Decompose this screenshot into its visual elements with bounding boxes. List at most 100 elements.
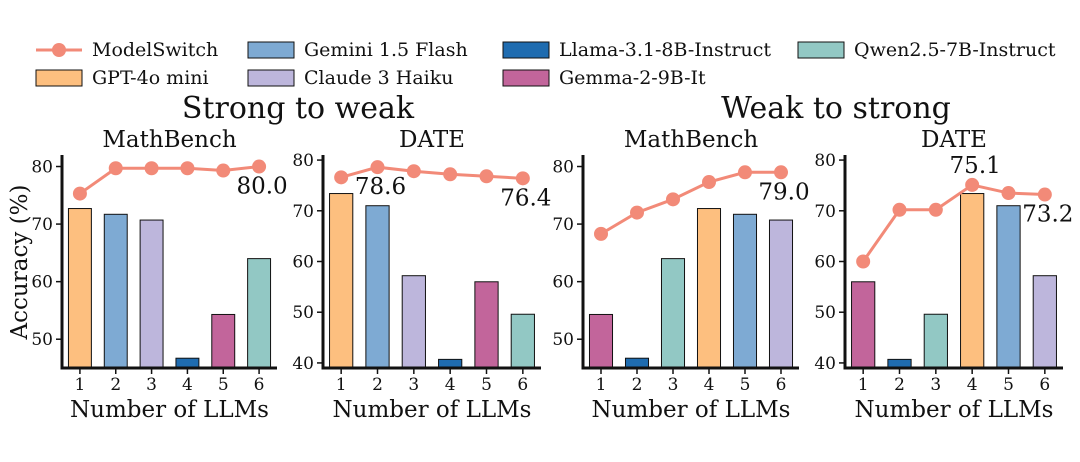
- line-point: [252, 159, 267, 174]
- y-tick-label: 50: [31, 330, 53, 350]
- data-label: 76.4: [500, 185, 551, 211]
- x-tick-label: 4: [445, 375, 456, 395]
- line-point: [774, 165, 788, 180]
- line-point: [334, 170, 349, 185]
- data-label: 78.6: [355, 174, 406, 200]
- panel-title: DATE: [921, 127, 987, 153]
- x-tick-label: 6: [1039, 375, 1050, 395]
- bar-claude-3-haiku: [139, 219, 164, 369]
- bar-gpt-4o-mini: [67, 208, 92, 369]
- line-point: [928, 202, 943, 217]
- legend-item-gemma-2-9b-it: Gemma-2-9B-It: [502, 67, 706, 89]
- y-tick-label: 60: [31, 273, 53, 293]
- legend-item-llama-3-1-8b-instruct: Llama-3.1-8B-Instruct: [502, 39, 771, 61]
- x-tick-label: 1: [596, 375, 607, 395]
- bar-claude-3-haiku: [1032, 275, 1057, 369]
- legend-label: Qwen2.5-7B-Instruct: [854, 39, 1056, 61]
- y-tick-label: 70: [814, 202, 836, 222]
- line-point: [738, 165, 752, 180]
- line-point: [144, 161, 159, 176]
- data-label: 80.0: [236, 174, 287, 200]
- legend-swatch-bar: [247, 41, 295, 59]
- panel-title: MathBench: [624, 127, 759, 153]
- legend-label: GPT-4o mini: [92, 67, 209, 89]
- line-point: [443, 167, 458, 182]
- bar-qwen2-5-7b-instruct: [510, 313, 535, 369]
- x-tick-label: 6: [517, 375, 528, 395]
- legend-label: Llama-3.1-8B-Instruct: [559, 39, 771, 61]
- x-axis-label: Number of LLMs: [855, 397, 1054, 423]
- x-tick-label: 3: [930, 375, 941, 395]
- legend-label: Gemma-2-9B-It: [559, 67, 706, 89]
- x-axis-label: Number of LLMs: [333, 397, 532, 423]
- line-point: [479, 169, 494, 184]
- x-tick-label: 5: [218, 375, 229, 395]
- line-point: [856, 254, 871, 269]
- bar-gpt-4o-mini: [960, 193, 985, 369]
- bar-claude-3-haiku: [401, 275, 426, 369]
- legend-swatch-bar: [797, 41, 845, 59]
- y-tick-label: 80: [292, 151, 314, 171]
- y-tick-label: 70: [292, 202, 314, 222]
- data-label: 75.1: [950, 153, 1001, 179]
- x-tick-label: 3: [408, 375, 419, 395]
- y-tick-label: 40: [814, 354, 836, 374]
- y-tick-label: 70: [31, 215, 53, 235]
- line-point: [965, 177, 980, 192]
- line-point: [702, 175, 716, 190]
- y-tick-label: 80: [31, 158, 53, 178]
- bar-gemini-1-5-flash: [732, 213, 758, 369]
- line-point: [108, 161, 123, 176]
- bar-qwen2-5-7b-instruct: [247, 258, 272, 369]
- x-tick-label: 4: [967, 375, 978, 395]
- panel-title: MathBench: [102, 127, 237, 153]
- line-point: [630, 205, 644, 220]
- bar-gemini-1-5-flash: [365, 205, 390, 369]
- legend-swatch-bar: [247, 69, 295, 87]
- legend-label: Gemini 1.5 Flash: [304, 39, 468, 61]
- y-tick-label: 50: [292, 303, 314, 323]
- legend-item-claude-3-haiku: Claude 3 Haiku: [247, 67, 453, 89]
- x-tick-label: 1: [336, 375, 347, 395]
- y-tick-label: 80: [814, 151, 836, 171]
- group-title-weak-to-strong: Weak to strong: [721, 91, 951, 126]
- bar-gpt-4o-mini: [696, 208, 722, 369]
- y-tick-label: 80: [552, 158, 574, 178]
- y-tick-label: 60: [292, 253, 314, 273]
- legend-swatch-marker: [52, 43, 66, 57]
- x-axis-label: Number of LLMs: [592, 397, 791, 423]
- bar-claude-3-haiku: [768, 219, 794, 369]
- line-point: [515, 171, 530, 186]
- y-tick-label: 50: [552, 330, 574, 350]
- line-point: [892, 202, 907, 217]
- x-tick-label: 2: [894, 375, 905, 395]
- line-point: [1001, 186, 1016, 201]
- bar-qwen2-5-7b-instruct: [660, 258, 686, 369]
- line-point: [666, 192, 680, 207]
- x-tick-label: 6: [254, 375, 265, 395]
- y-tick-label: 40: [292, 354, 314, 374]
- line-point: [1037, 187, 1052, 202]
- y-tick-label: 70: [552, 215, 574, 235]
- x-tick-label: 2: [372, 375, 383, 395]
- line-point: [370, 160, 385, 175]
- line-point: [406, 164, 421, 179]
- x-tick-label: 1: [75, 375, 86, 395]
- x-tick-label: 4: [182, 375, 193, 395]
- bar-gemini-1-5-flash: [996, 205, 1021, 369]
- group-title-strong-to-weak: Strong to weak: [182, 91, 415, 126]
- legend-item-gpt-4o-mini: GPT-4o mini: [35, 67, 209, 89]
- panel-title: DATE: [399, 127, 465, 153]
- data-label: 73.2: [1022, 202, 1073, 228]
- x-axis-label: Number of LLMs: [70, 397, 269, 423]
- x-tick-label: 6: [776, 375, 787, 395]
- x-tick-label: 2: [110, 375, 121, 395]
- y-tick-label: 60: [552, 273, 574, 293]
- bar-gemini-1-5-flash: [103, 213, 128, 369]
- legend-swatch-bar: [502, 69, 550, 87]
